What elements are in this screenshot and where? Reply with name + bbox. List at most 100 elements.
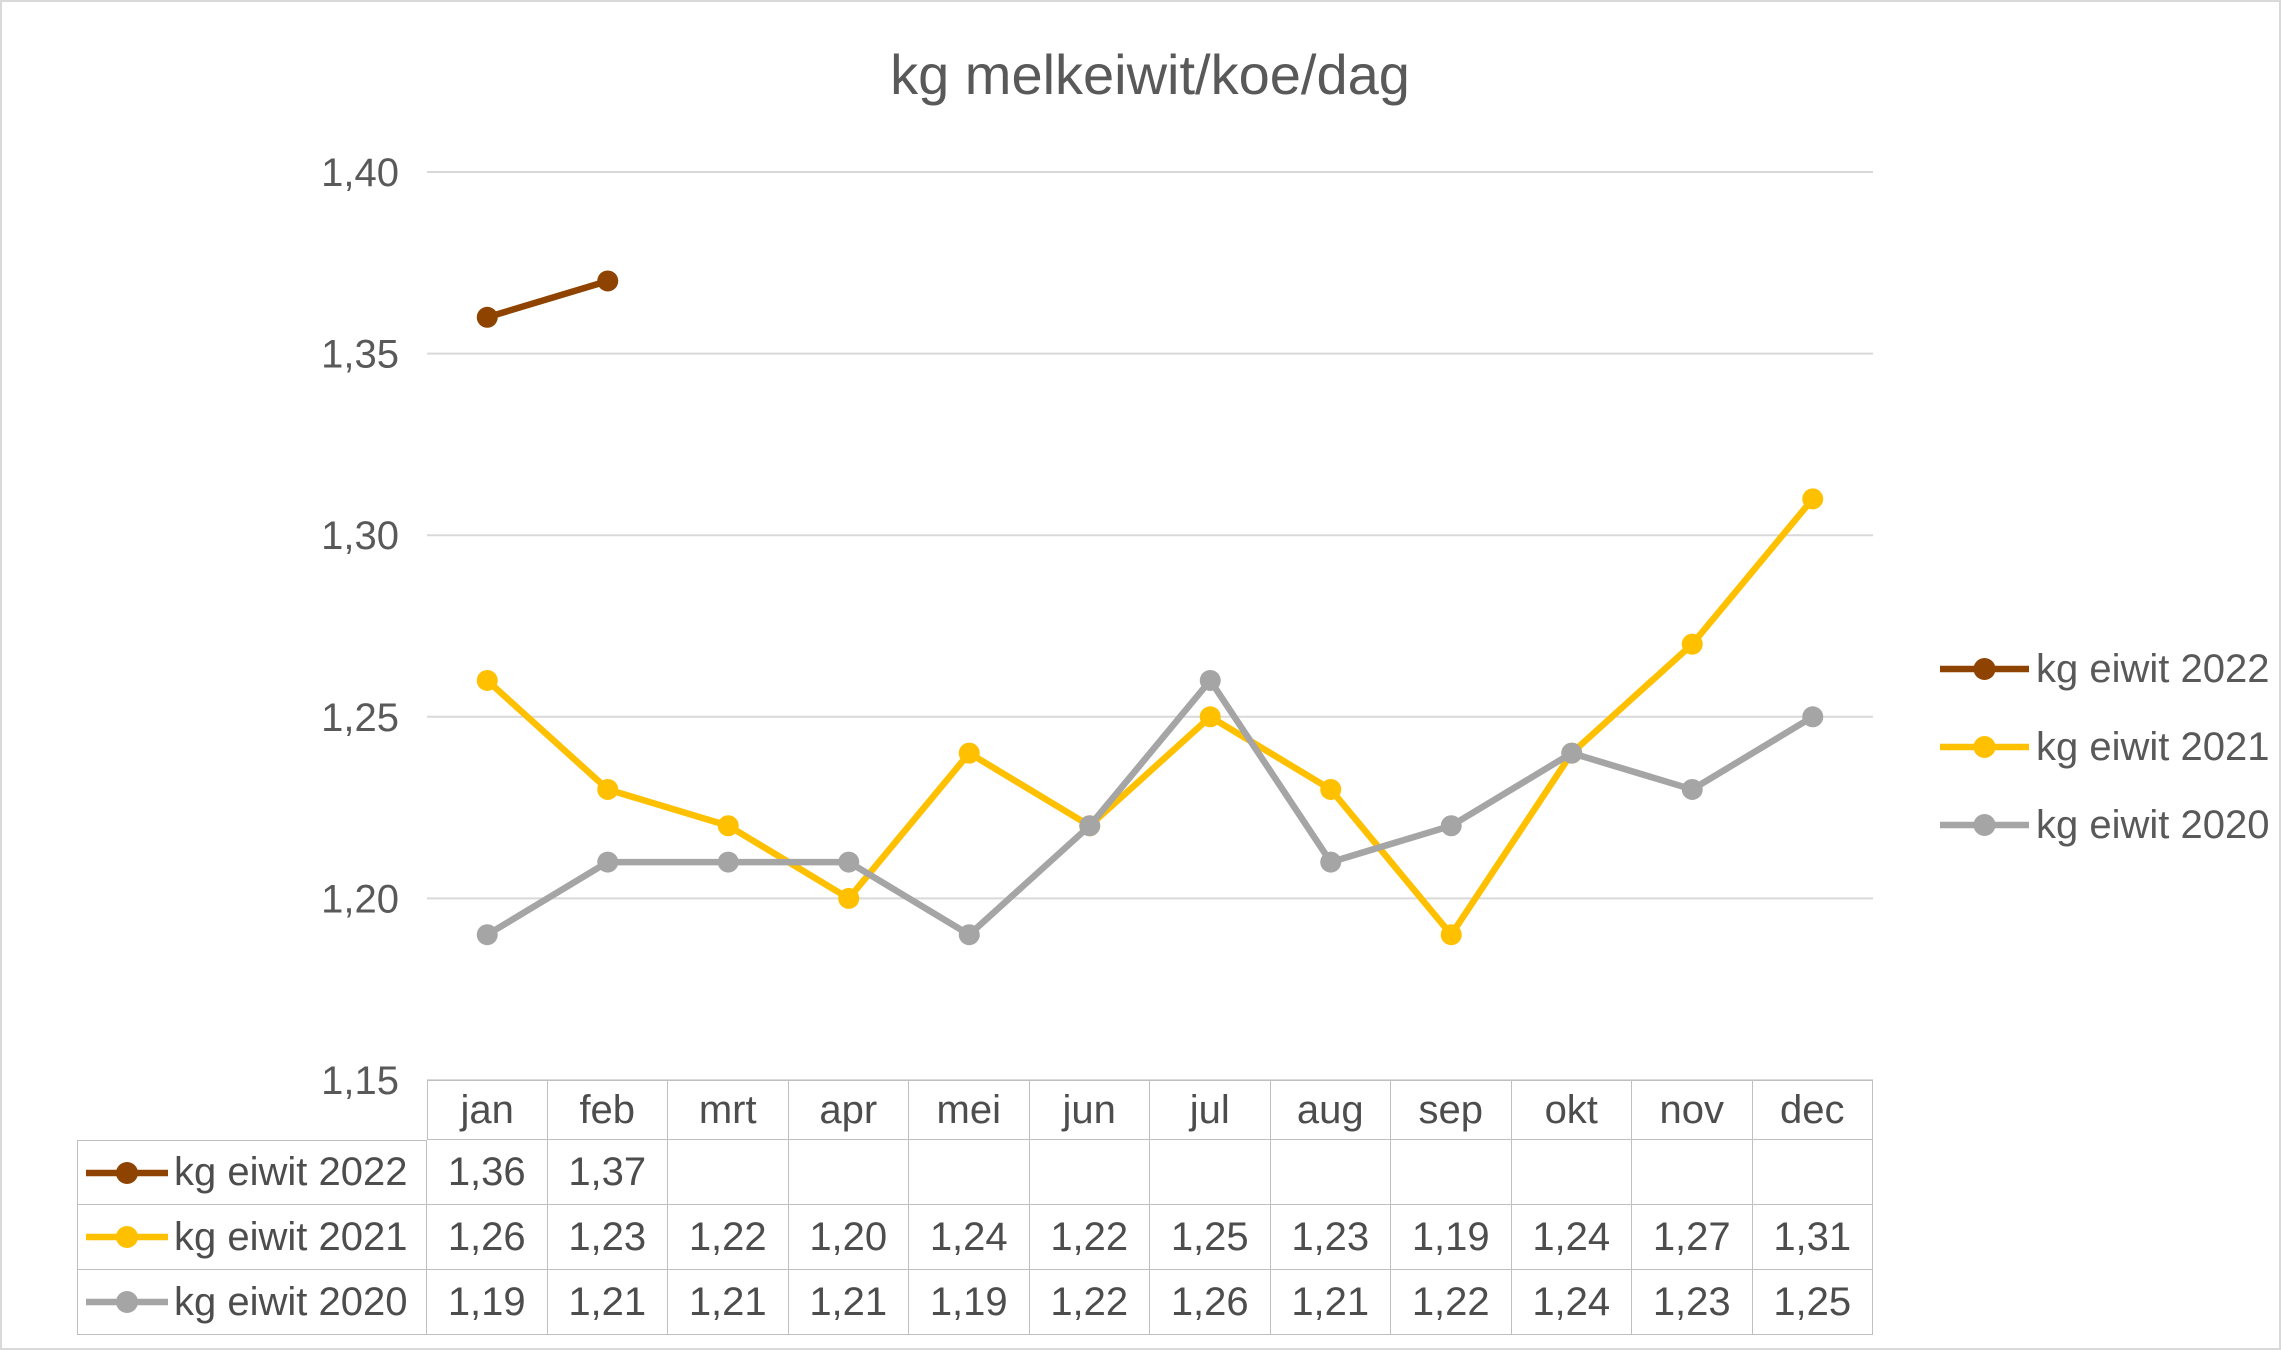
table-value-cell: 1,21 (547, 1270, 668, 1335)
table-corner-cell (77, 1080, 427, 1140)
y-tick-label: 1,35 (321, 333, 399, 377)
table-value-cell: 1,23 (1270, 1205, 1391, 1270)
y-tick-label: 1,40 (321, 151, 399, 195)
series-marker-kg-eiwit-2021 (1320, 778, 1342, 800)
series-marker-kg-eiwit-2021 (1681, 633, 1703, 655)
series-marker-kg-eiwit-2020 (838, 851, 860, 873)
month-header-cell: nov (1632, 1080, 1753, 1140)
series-marker-kg-eiwit-2020 (1561, 742, 1583, 764)
legend-label: kg eiwit 2020 (2036, 802, 2270, 847)
table-value-cell: 1,21 (1270, 1270, 1391, 1335)
legend-item-kg-eiwit-2020: kg eiwit 2020 (1938, 786, 2269, 864)
series-marker-kg-eiwit-2020 (476, 924, 498, 946)
row-label-kg-eiwit-2020: kg eiwit 2020 (77, 1270, 427, 1335)
legend-label: kg eiwit 2021 (2036, 724, 2270, 769)
month-header-cell: jul (1150, 1080, 1271, 1140)
table-value-cell: 1,22 (1029, 1270, 1150, 1335)
key-dot (1973, 814, 1996, 836)
table-value-cell (668, 1140, 789, 1205)
month-header-cell: sep (1391, 1080, 1512, 1140)
table-value-cell: 1,21 (668, 1270, 789, 1335)
table-value-cell: 1,23 (1632, 1270, 1753, 1335)
table-value-cell: 1,19 (909, 1270, 1030, 1335)
table-value-cell: 1,31 (1752, 1205, 1873, 1270)
table-value-cell (1270, 1140, 1391, 1205)
table-value-cell (1391, 1140, 1512, 1205)
table-value-cell (788, 1140, 909, 1205)
table-value-cell: 1,23 (547, 1205, 668, 1270)
table-value-cell: 1,24 (1511, 1270, 1632, 1335)
row-label-kg-eiwit-2021: kg eiwit 2021 (77, 1205, 427, 1270)
table-value-cell (1632, 1140, 1753, 1205)
series-marker-kg-eiwit-2020 (1802, 706, 1824, 728)
series-marker-kg-eiwit-2021 (838, 887, 860, 909)
row-label-text: kg eiwit 2022 (174, 1150, 408, 1194)
series-marker-kg-eiwit-2021 (1199, 706, 1221, 728)
series-marker-kg-eiwit-2020 (597, 851, 619, 873)
table-value-cell (1150, 1140, 1271, 1205)
series-marker-kg-eiwit-2020 (1079, 815, 1101, 837)
row-label-text: kg eiwit 2021 (174, 1214, 408, 1259)
key-dot (116, 1291, 138, 1313)
series-marker-kg-eiwit-2020 (1320, 851, 1342, 873)
month-header-cell: okt (1511, 1080, 1632, 1140)
series-key-icon (1940, 736, 2029, 758)
series-marker-kg-eiwit-2021 (476, 669, 498, 691)
y-tick-label: 1,25 (321, 696, 399, 740)
table-value-cell: 1,21 (788, 1270, 909, 1335)
table-value-cell: 1,27 (1632, 1205, 1753, 1270)
row-label-kg-eiwit-2022: kg eiwit 2022 (77, 1140, 427, 1205)
table-value-cell: 1,19 (427, 1270, 548, 1335)
series-marker-kg-eiwit-2021 (597, 778, 619, 800)
table-value-cell: 1,25 (1150, 1205, 1271, 1270)
table-value-cell: 1,24 (1511, 1205, 1632, 1270)
table-value-cell: 1,26 (1150, 1270, 1271, 1335)
month-header-cell: apr (788, 1080, 909, 1140)
y-tick-label: 1,20 (321, 877, 399, 921)
table-value-cell (1752, 1140, 1873, 1205)
table-value-cell (1511, 1140, 1632, 1205)
legend-label: kg eiwit 2022 (2036, 646, 2270, 691)
series-line-kg-eiwit-2021 (484, 495, 1816, 938)
series-marker-kg-eiwit-2020 (958, 924, 980, 946)
series-line-kg-eiwit-2020 (484, 677, 1816, 938)
month-header-cell: jun (1029, 1080, 1150, 1140)
series-key-icon (86, 1291, 168, 1313)
month-header-cell: mei (909, 1080, 1030, 1140)
table-value-cell: 1,25 (1752, 1270, 1873, 1335)
series-marker-kg-eiwit-2020 (717, 851, 739, 873)
key-dot (116, 1226, 138, 1248)
series-key-icon (1940, 814, 2029, 836)
y-tick-label: 1,15 (321, 1059, 399, 1103)
key-dot (1973, 658, 1996, 680)
table-value-cell: 1,37 (547, 1140, 668, 1205)
series-marker-kg-eiwit-2021 (958, 742, 980, 764)
month-header-cell: feb (547, 1080, 668, 1140)
table-value-cell (909, 1140, 1030, 1205)
data-table: jan feb mrt apr mei jun jul aug sep okt nov dec kg e… (77, 1080, 1873, 1335)
key-dot (1973, 736, 1996, 758)
series-line-kg-eiwit-2022 (484, 277, 611, 321)
series-marker-kg-eiwit-2021 (717, 815, 739, 837)
table-value-cell: 1,24 (909, 1205, 1030, 1270)
row-label-text: kg eiwit 2020 (174, 1279, 408, 1324)
table-value-cell: 1,22 (1029, 1205, 1150, 1270)
chart-title: kg melkeiwit/koe/dag (890, 43, 1410, 106)
month-header-cell: mrt (668, 1080, 789, 1140)
key-dot (116, 1161, 138, 1184)
table-value-cell: 1,19 (1391, 1205, 1512, 1270)
month-header-cell: dec (1752, 1080, 1873, 1140)
legend-item-kg-eiwit-2022: kg eiwit 2022 (1938, 630, 2269, 708)
series-marker-kg-eiwit-2020 (1681, 778, 1703, 800)
table-value-cell: 1,20 (788, 1205, 909, 1270)
month-header-cell: aug (1270, 1080, 1391, 1140)
series-marker-kg-eiwit-2020 (1440, 815, 1462, 837)
series-key-icon (86, 1161, 168, 1184)
table-value-cell: 1,22 (1391, 1270, 1512, 1335)
table-value-cell: 1,36 (427, 1140, 548, 1205)
y-tick-label: 1,30 (321, 514, 399, 558)
table-value-cell: 1,22 (668, 1205, 789, 1270)
series-key-icon (86, 1226, 168, 1248)
